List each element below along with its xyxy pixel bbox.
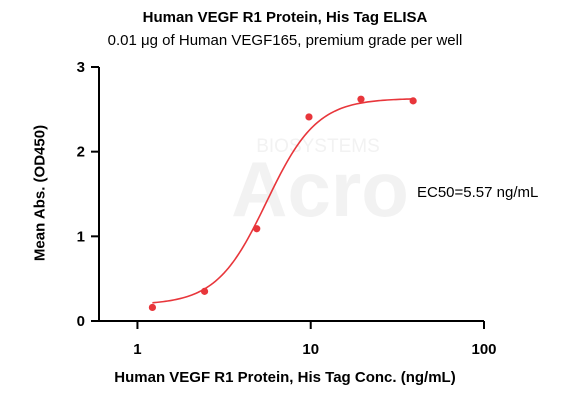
axes: 0 1 2 3 1 10 100 [77,59,497,358]
chart-subtitle: 0.01 μg of Human VEGF165, premium grade … [107,32,463,49]
x-tick-label: 10 [302,341,319,358]
x-tick-label: 1 [133,341,141,358]
x-tick-label: 100 [471,341,496,358]
data-point [200,287,209,295]
data-points [148,95,417,312]
chart-title: Human VEGF R1 Protein, His Tag ELISA [142,9,428,26]
x-axis-label: Human VEGF R1 Protein, His Tag Conc. (ng… [114,369,456,386]
y-tick-label: 3 [77,59,85,76]
fit-curve-layer [152,98,414,304]
data-point [253,225,261,233]
watermark: BIOSYSTEMS Acro [231,136,409,233]
data-point [409,97,417,105]
y-axis-label: Mean Abs. (OD450) [31,124,49,262]
watermark-biosystems: BIOSYSTEMS [256,136,380,157]
y-tick-label: 1 [77,228,85,245]
ec50-annotation: EC50=5.57 ng/mL [417,184,539,201]
data-point [305,113,313,121]
y-tick-label: 0 [77,313,85,330]
watermark-logo-text: Acro [231,145,409,233]
data-point [357,95,365,103]
y-tick-label: 2 [77,144,85,161]
data-point [148,303,157,312]
fit-curve [152,98,414,304]
